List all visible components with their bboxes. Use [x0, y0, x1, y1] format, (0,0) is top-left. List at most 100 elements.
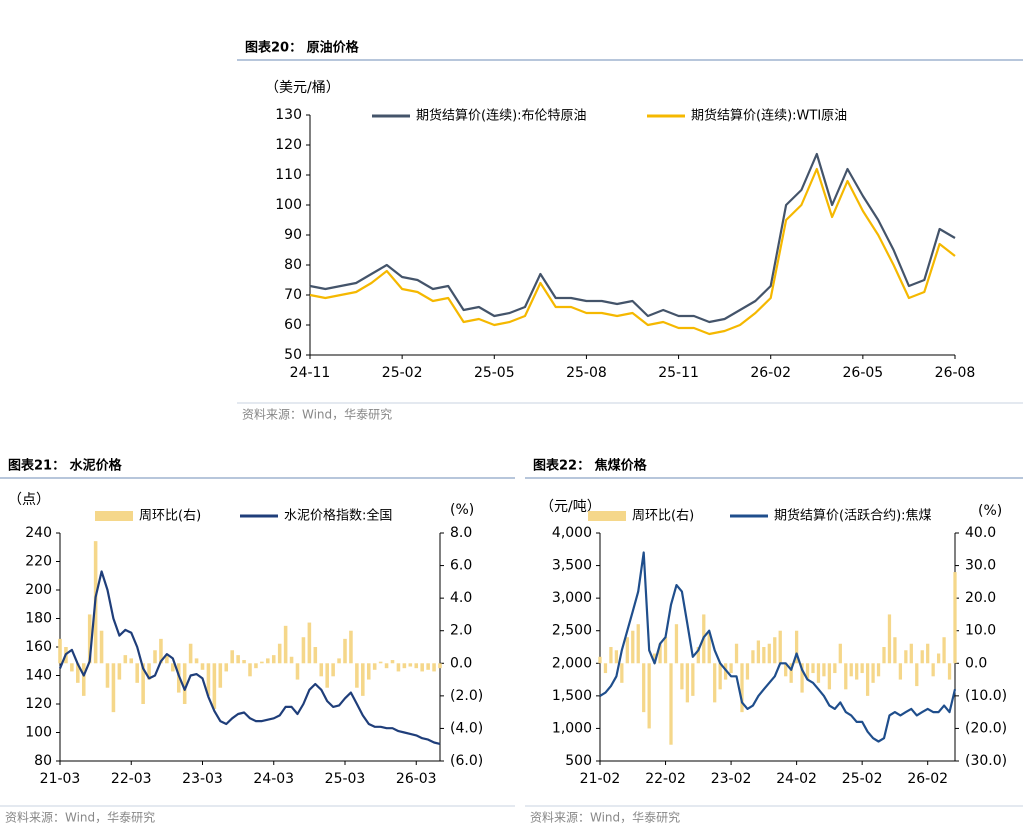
y-tick-label: 80: [284, 257, 302, 273]
y-tick-label: 70: [284, 287, 302, 303]
y-tick-label: 100: [25, 725, 52, 741]
bar: [773, 637, 777, 664]
y-tick-label: 80: [34, 753, 52, 769]
x-tick-label: 23-03: [182, 771, 223, 787]
line: [599, 551, 957, 743]
bar: [355, 663, 359, 688]
y2-tick-label: (4.0): [450, 720, 483, 736]
bar: [893, 637, 897, 664]
y-tick-label: 50: [284, 347, 302, 363]
y-unit: （点）: [8, 492, 50, 508]
bar: [915, 663, 919, 687]
bar: [129, 658, 134, 664]
bar: [260, 661, 264, 664]
y2-tick-label: (20.0): [965, 720, 1007, 736]
bar: [904, 650, 908, 664]
bar: [707, 633, 711, 664]
bar: [254, 663, 258, 669]
source: 资料来源：Wind，华泰研究: [242, 407, 392, 422]
bar: [751, 650, 755, 664]
y-tick-label: 60: [284, 317, 302, 333]
bar: [827, 663, 832, 690]
bar: [762, 647, 766, 664]
bar: [849, 663, 853, 677]
y2-tick-label: (2.0): [450, 688, 483, 704]
bar: [909, 643, 913, 664]
x-tick-label: 26-08: [935, 365, 976, 381]
bar: [805, 663, 810, 680]
bar: [947, 663, 952, 680]
bar: [811, 663, 815, 674]
bar: [283, 625, 288, 664]
x-tick-label: 21-03: [40, 771, 81, 787]
y-tick-label: 1,000: [552, 720, 592, 736]
line: [309, 152, 956, 324]
bar: [931, 663, 935, 677]
bar: [295, 663, 300, 680]
bar: [349, 630, 353, 664]
bar: [313, 647, 318, 664]
bar: [384, 663, 389, 669]
bar: [337, 658, 341, 664]
x-tick-label: 25-02: [382, 365, 423, 381]
bar: [778, 630, 782, 664]
bar: [58, 638, 62, 664]
bar: [212, 663, 217, 709]
bar: [87, 614, 92, 664]
bar: [361, 663, 365, 696]
bar: [242, 660, 246, 664]
bar: [378, 661, 383, 664]
bar: [266, 658, 270, 664]
bar: [70, 663, 74, 672]
x-tick-label: 22-02: [645, 771, 686, 787]
x-tick-label: 24-11: [290, 365, 331, 381]
line: [58, 570, 441, 745]
bar: [953, 572, 957, 664]
y-tick-label: 200: [25, 582, 52, 598]
bar: [432, 663, 436, 672]
chart-title: 图表21： 水泥价格: [8, 458, 123, 474]
bar: [372, 663, 377, 670]
bar: [200, 663, 205, 670]
bar: [609, 647, 613, 664]
bar: [331, 663, 335, 677]
y-tick-label: 100: [275, 197, 302, 213]
y-tick-label: 220: [25, 554, 52, 570]
bar: [625, 637, 629, 664]
bar: [833, 663, 837, 674]
bar: [816, 663, 821, 683]
bar: [647, 663, 651, 729]
y-unit: （元/吨）: [540, 499, 601, 515]
bar: [408, 663, 413, 667]
bar: [844, 663, 848, 690]
bar: [734, 643, 739, 664]
bar: [301, 637, 306, 664]
bar: [319, 663, 324, 677]
x-tick-label: 26-02: [750, 365, 791, 381]
source: 资料来源：Wind，华泰研究: [5, 810, 155, 825]
bar: [822, 663, 826, 677]
bar: [740, 663, 744, 713]
x-tick-label: 25-05: [474, 365, 515, 381]
y2-tick-label: 8.0: [450, 525, 472, 541]
bar: [652, 653, 657, 664]
legend-swatch: [588, 511, 626, 521]
x-tick-label: 25-08: [566, 365, 607, 381]
bar: [182, 663, 187, 704]
chart-title: 图表20： 原油价格: [245, 40, 360, 56]
y2-tick-label: 0.0: [965, 655, 987, 671]
y2-tick-label: (6.0): [450, 753, 483, 769]
x-tick-label: 25-02: [842, 771, 883, 787]
legend-label: 期货结算价(活跃合约):焦煤: [774, 508, 932, 524]
bar: [135, 663, 139, 683]
y-tick-label: 110: [275, 167, 302, 183]
bar: [76, 663, 80, 683]
bar: [396, 663, 401, 672]
x-tick-label: 26-02: [907, 771, 948, 787]
y-tick-label: 180: [25, 611, 52, 627]
bar: [658, 643, 662, 664]
bar: [855, 663, 859, 680]
bar: [756, 640, 761, 664]
bar: [325, 663, 329, 688]
y2-tick-label: 0.0: [450, 655, 472, 671]
